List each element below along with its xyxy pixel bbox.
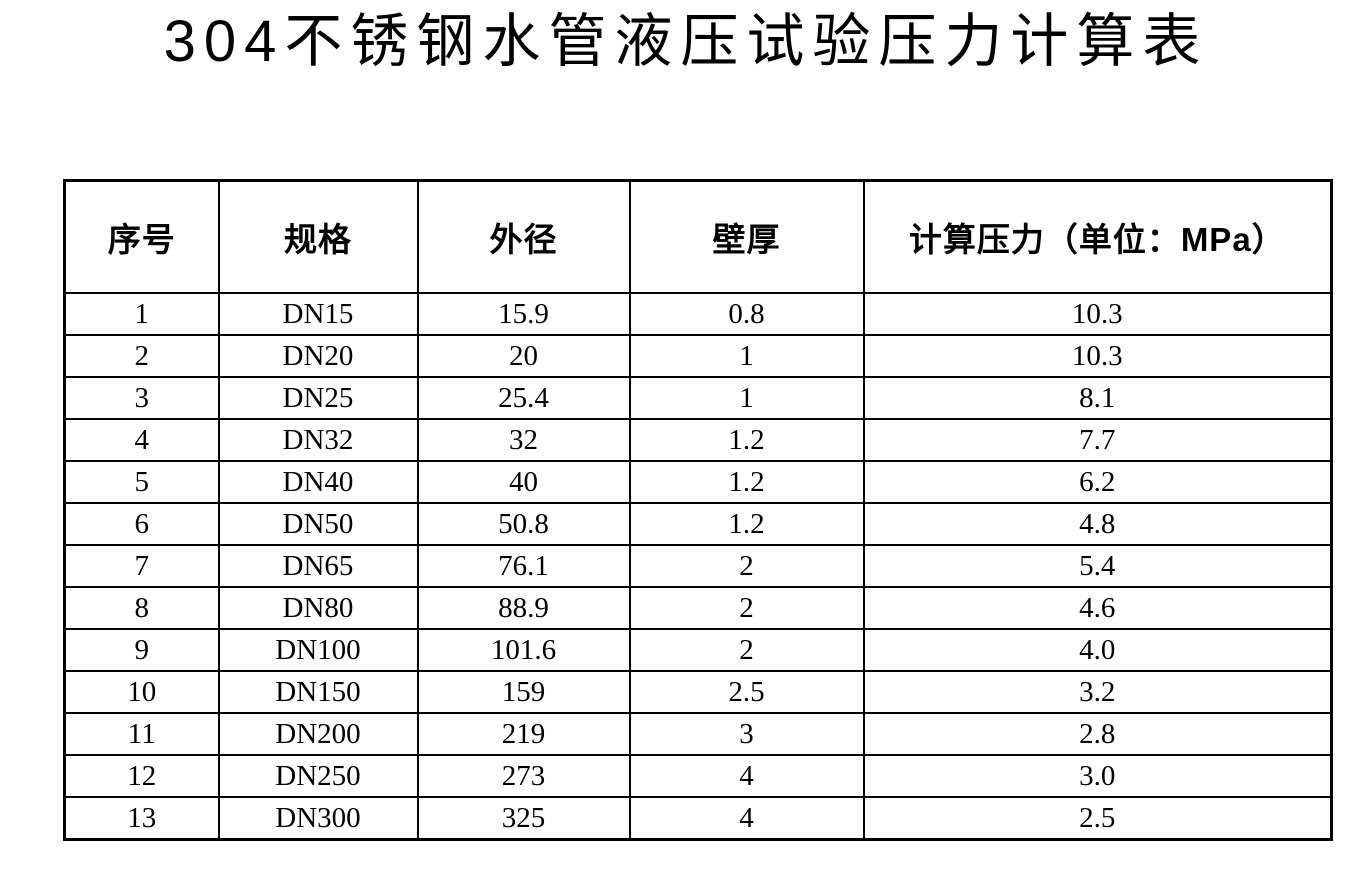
table-cell: 1.2 [628,502,865,546]
table-row: 2 DN20 20 1 10.3 [63,334,1333,378]
table-cell: DN200 [217,712,419,756]
table-cell: DN25 [217,376,419,420]
table-cell: 7.7 [862,418,1333,462]
table-cell: 25.4 [416,376,631,420]
table-row: 13 DN300 325 4 2.5 [63,796,1333,841]
column-header: 序号 [63,179,220,294]
table-cell: 3 [63,376,220,420]
table-cell: 32 [416,418,631,462]
table-cell: 1.2 [628,460,865,504]
table-cell: 6.2 [862,460,1333,504]
table-cell: DN15 [217,292,419,336]
table-cell: 10.3 [862,334,1333,378]
table-cell: DN250 [217,754,419,798]
table-row: 10 DN150 159 2.5 3.2 [63,670,1333,714]
table-cell: 5.4 [862,544,1333,588]
table-row: 4 DN32 32 1.2 7.7 [63,418,1333,462]
table-row: 12 DN250 273 4 3.0 [63,754,1333,798]
table-cell: 4 [628,796,865,841]
table-cell: 4.6 [862,586,1333,630]
table-cell: 2 [63,334,220,378]
table-cell: DN80 [217,586,419,630]
table-cell: 273 [416,754,631,798]
table-cell: 8 [63,586,220,630]
table-cell: 4 [63,418,220,462]
table-cell: 5 [63,460,220,504]
table-header: 序号 规格 外径 壁厚 计算压力（单位：MPa） [63,179,1333,294]
table-cell: DN40 [217,460,419,504]
table-cell: 219 [416,712,631,756]
table-cell: 3 [628,712,865,756]
table-row: 7 DN65 76.1 2 5.4 [63,544,1333,588]
table-row: 9 DN100 101.6 2 4.0 [63,628,1333,672]
pressure-calculation-table: 序号 规格 外径 壁厚 计算压力（单位：MPa） 1 DN15 15.9 0.8 10.3 2 DN… [63,179,1333,841]
table-cell: 3.2 [862,670,1333,714]
table-body: 1 DN15 15.9 0.8 10.3 2 DN20 20 1 10.3 3 DN25 25.4 1 8.… [63,292,1333,841]
table-cell: 101.6 [416,628,631,672]
table-cell: 50.8 [416,502,631,546]
table-cell: 8.1 [862,376,1333,420]
table-row: 11 DN200 219 3 2.8 [63,712,1333,756]
table-cell: DN65 [217,544,419,588]
table-cell: 76.1 [416,544,631,588]
table-cell: DN150 [217,670,419,714]
table-cell: 159 [416,670,631,714]
column-header: 壁厚 [628,179,865,294]
table-cell: 20 [416,334,631,378]
table-cell: DN50 [217,502,419,546]
table-cell: 6 [63,502,220,546]
table-cell: 1 [628,376,865,420]
table-cell: 2 [628,544,865,588]
table-cell: 12 [63,754,220,798]
table-cell: 10 [63,670,220,714]
column-header: 规格 [217,179,419,294]
table-cell: 3.0 [862,754,1333,798]
table-cell: 40 [416,460,631,504]
table-cell: 1 [628,334,865,378]
table-cell: 2 [628,628,865,672]
table-cell: DN300 [217,796,419,841]
table-cell: 9 [63,628,220,672]
table-cell: 88.9 [416,586,631,630]
table-cell: 2.8 [862,712,1333,756]
table-cell: 10.3 [862,292,1333,336]
column-header: 外径 [416,179,631,294]
table-cell: DN20 [217,334,419,378]
table-cell: 1.2 [628,418,865,462]
table-cell: 325 [416,796,631,841]
table-cell: 2.5 [862,796,1333,841]
column-header: 计算压力（单位：MPa） [862,179,1333,294]
table-cell: 2.5 [628,670,865,714]
table-cell: DN32 [217,418,419,462]
table-row: 8 DN80 88.9 2 4.6 [63,586,1333,630]
table-cell: 7 [63,544,220,588]
table-cell: 2 [628,586,865,630]
table-cell: DN100 [217,628,419,672]
table-cell: 0.8 [628,292,865,336]
table-cell: 15.9 [416,292,631,336]
table-cell: 4 [628,754,865,798]
table-cell: 11 [63,712,220,756]
table-cell: 13 [63,796,220,841]
page-title: 304不锈钢水管液压试验压力计算表 [163,9,1209,74]
table-row: 1 DN15 15.9 0.8 10.3 [63,292,1333,336]
table-cell: 4.8 [862,502,1333,546]
table-row: 3 DN25 25.4 1 8.1 [63,376,1333,420]
table-cell: 1 [63,292,220,336]
table-cell: 4.0 [862,628,1333,672]
table-row: 6 DN50 50.8 1.2 4.8 [63,502,1333,546]
table-header-row: 序号 规格 外径 壁厚 计算压力（单位：MPa） [63,179,1333,294]
table-row: 5 DN40 40 1.2 6.2 [63,460,1333,504]
